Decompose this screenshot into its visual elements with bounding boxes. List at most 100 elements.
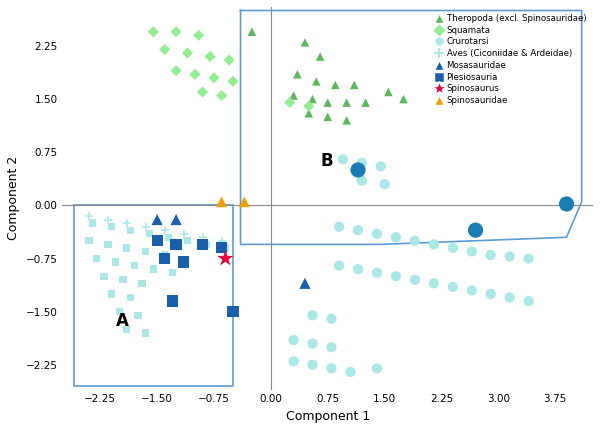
Point (505, 253, 514, 260)
Point (122, 326, 131, 333)
Point (122, 220, 131, 227)
Point (160, 255, 170, 262)
Point (149, 266, 158, 273)
Point (160, 46, 170, 53)
Point (145, 230, 154, 237)
Point (221, 245, 230, 252)
Point (311, 78, 321, 85)
Point (331, 81, 340, 88)
Point (349, 81, 359, 88)
Point (353, 227, 363, 233)
Point (217, 92, 226, 99)
Point (326, 315, 336, 322)
Point (141, 223, 151, 230)
Point (217, 237, 226, 244)
Point (308, 312, 317, 319)
Text: B: B (320, 152, 333, 170)
Point (357, 177, 367, 184)
Point (308, 361, 317, 368)
Point (380, 181, 389, 187)
Point (171, 241, 181, 248)
Point (338, 156, 347, 163)
Point (133, 312, 143, 319)
Point (198, 234, 208, 241)
Point (486, 291, 496, 298)
Point (524, 255, 533, 262)
Point (152, 237, 162, 244)
Point (167, 269, 177, 276)
Point (304, 110, 314, 117)
Point (323, 114, 332, 120)
Point (118, 276, 128, 283)
Point (289, 337, 298, 344)
Point (198, 89, 208, 95)
Point (304, 103, 314, 110)
Point (308, 95, 317, 102)
Point (562, 200, 571, 207)
Point (103, 216, 113, 223)
Y-axis label: Component 2: Component 2 (7, 156, 20, 240)
Point (107, 291, 116, 298)
Point (126, 227, 136, 233)
Point (182, 237, 192, 244)
Point (160, 227, 170, 233)
X-axis label: Component 1: Component 1 (286, 410, 370, 423)
Point (88, 220, 97, 227)
Point (448, 283, 458, 290)
Point (505, 294, 514, 301)
Point (247, 28, 257, 35)
Point (221, 255, 230, 262)
Legend: Theropoda (excl. Spinosauridae), Squamata, Crurotarsi, Aves (Ciconiidae & Ardeid: Theropoda (excl. Spinosauridae), Squamat… (432, 11, 589, 108)
Point (228, 308, 238, 315)
Point (524, 298, 533, 304)
Point (467, 287, 476, 294)
Point (357, 160, 367, 166)
Point (391, 273, 401, 280)
Point (115, 308, 124, 315)
Point (141, 329, 151, 336)
Point (308, 340, 317, 347)
Point (103, 241, 113, 248)
Point (167, 298, 177, 304)
Point (429, 241, 439, 248)
Point (110, 258, 120, 265)
Point (471, 227, 481, 233)
Point (410, 276, 419, 283)
Point (149, 28, 158, 35)
Point (346, 369, 355, 375)
Point (217, 245, 226, 252)
Point (179, 230, 188, 237)
Point (239, 198, 249, 205)
Point (372, 269, 382, 276)
Point (99, 273, 109, 280)
Point (84, 237, 94, 244)
Point (179, 258, 188, 265)
Point (342, 117, 352, 124)
Point (160, 252, 170, 258)
Point (467, 248, 476, 255)
Point (190, 71, 200, 78)
Point (137, 280, 147, 287)
Text: A: A (115, 312, 128, 330)
Point (171, 67, 181, 74)
Point (182, 49, 192, 56)
Point (194, 32, 203, 39)
Point (300, 280, 310, 287)
Point (383, 89, 393, 95)
Point (130, 262, 139, 269)
Point (224, 57, 234, 64)
Point (228, 78, 238, 85)
Point (217, 198, 226, 205)
Point (353, 166, 363, 173)
Point (342, 99, 352, 106)
Point (334, 223, 344, 230)
Point (326, 365, 336, 372)
Point (372, 365, 382, 372)
Point (141, 248, 151, 255)
Point (171, 28, 181, 35)
Point (92, 255, 101, 262)
Point (285, 99, 295, 106)
Point (334, 262, 344, 269)
Point (152, 216, 162, 223)
Point (448, 245, 458, 252)
